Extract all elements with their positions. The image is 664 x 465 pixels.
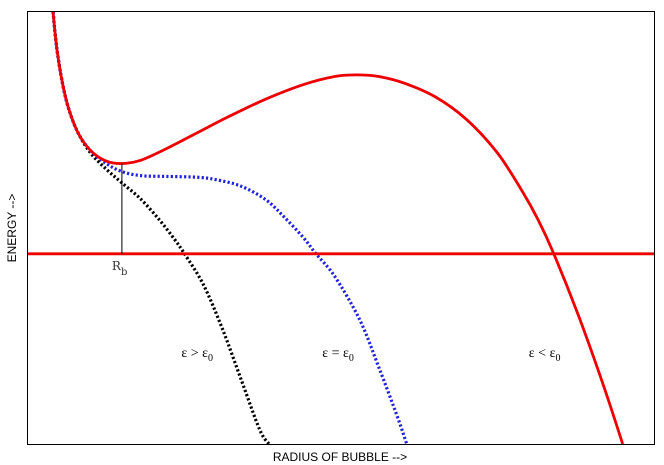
series-line-eps-less [51,12,625,444]
curves [28,12,654,444]
curve-label-eps-equal: ε = ε0 [322,346,354,364]
curve-labels: ε > ε0 ε = ε0 ε < ε0 [181,346,560,364]
series-line-eps-equal [51,12,409,444]
x-axis-title: RADIUS OF BUBBLE --> [273,450,407,464]
y-axis-title: ENERGY --> [5,194,19,263]
annotations: Rb [112,163,127,278]
plot-frame [27,11,655,445]
rb-label: Rb [112,259,127,278]
series-line-eps-greater [51,12,271,444]
curve-label-eps-less: ε < ε0 [529,346,561,364]
curve-label-eps-greater: ε > ε0 [181,346,213,364]
